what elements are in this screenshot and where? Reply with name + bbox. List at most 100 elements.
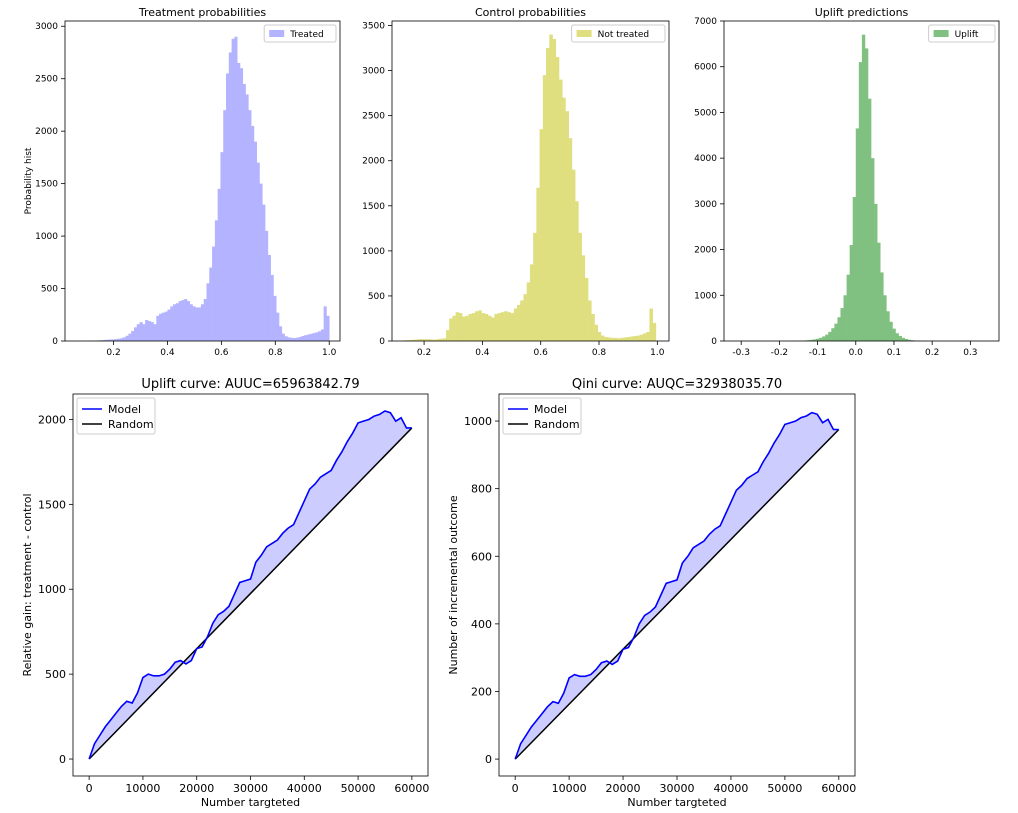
histogram-bar [591, 313, 595, 341]
histogram-bar [214, 220, 218, 341]
histogram-bar [825, 334, 829, 341]
histogram-bar [108, 339, 112, 341]
model-line [514, 411, 839, 760]
axes-frame [498, 393, 856, 777]
histogram-bar [458, 313, 463, 341]
x-tick-label: 0.8 [268, 348, 283, 358]
histogram-bar [234, 36, 238, 342]
y-tick-label: 4000 [694, 154, 717, 164]
histogram-bar [106, 339, 110, 341]
histogram-bar [192, 306, 196, 341]
histogram-bar [142, 324, 146, 341]
y-tick-label: 3500 [362, 22, 385, 32]
histogram-bar [318, 331, 322, 341]
random-line [88, 427, 413, 760]
y-tick-label: 3000 [694, 200, 717, 210]
x-tick-label: 20000 [606, 782, 641, 795]
x-tick-label: 60000 [821, 782, 856, 795]
histogram-bar [320, 329, 324, 341]
histogram-bars [794, 34, 933, 342]
x-tick-label: 40000 [287, 782, 322, 795]
histogram-bar [181, 300, 185, 341]
y-tick-label: 500 [45, 668, 66, 681]
histogram-bar [552, 39, 557, 341]
histogram-bar [103, 339, 107, 341]
x-tick-label: 0.2 [417, 348, 431, 358]
histogram-bar [517, 304, 521, 341]
histogram-bar [170, 306, 174, 341]
y-tick-label: 0 [711, 337, 717, 347]
histogram-bar [173, 304, 177, 341]
histogram-bar [228, 52, 232, 342]
legend-swatch [576, 30, 592, 37]
x-tick-label: 0.6 [534, 348, 549, 358]
histogram-bar [491, 317, 495, 341]
y-tick-label: 6000 [694, 63, 717, 73]
histogram-bars [86, 36, 330, 342]
x-tick-label: -0.1 [809, 348, 827, 358]
histogram-bar [620, 337, 624, 341]
y-tick-label: 1000 [694, 291, 717, 301]
histogram-bar [510, 313, 515, 341]
histogram-bar [156, 315, 160, 341]
histogram-bar [452, 315, 456, 341]
x-tick-label: 0.4 [475, 348, 490, 358]
histogram-bar [652, 322, 657, 341]
histogram-bar [312, 333, 316, 341]
histogram-bar [184, 299, 188, 341]
legend-box [571, 24, 666, 43]
histogram-bar [562, 97, 566, 341]
histogram-bar [139, 322, 143, 341]
histogram-bar [315, 332, 319, 341]
histogram-bar [855, 128, 860, 341]
histogram-bar [504, 311, 508, 341]
histogram-bar [607, 337, 611, 341]
histogram-bar [526, 282, 531, 341]
histogram-bar [242, 83, 246, 342]
histogram-bar [301, 335, 305, 341]
x-tick-label: 0.3 [963, 348, 977, 358]
legend-label: Treated [289, 30, 324, 40]
histogram-bar [497, 313, 502, 341]
histogram-bar [410, 339, 414, 341]
histogram-bar [416, 339, 421, 341]
histogram-bar [323, 306, 327, 341]
histogram-bar [597, 331, 602, 341]
x-axis-label: Number targteted [201, 796, 300, 809]
axes-frame [64, 20, 341, 342]
histogram-bar [209, 267, 213, 341]
x-axis-label: Number targteted [627, 796, 726, 809]
y-tick-label: 1500 [35, 180, 58, 190]
y-tick-label: 3000 [35, 22, 58, 32]
histogram-bar [901, 337, 905, 341]
y-tick-label: 3000 [362, 67, 385, 77]
histogram-bar [284, 336, 288, 341]
histogram-bar [642, 333, 647, 341]
model-line [88, 410, 412, 760]
histogram-bar [195, 307, 199, 341]
histogram-bar [436, 339, 440, 341]
gain-area [89, 410, 412, 760]
x-tick-label: 0 [512, 782, 519, 795]
histogram-bar [290, 337, 294, 341]
histogram-bar [206, 283, 210, 341]
x-tick-label: 0.2 [925, 348, 939, 358]
histogram-bar [251, 125, 255, 341]
y-tick-label: 800 [471, 483, 492, 496]
y-tick-label: 2000 [694, 246, 717, 256]
histogram-bar [267, 254, 271, 341]
y-axis-label: Probability hist [24, 147, 34, 214]
histogram-bar [819, 337, 823, 341]
histogram-bar [161, 312, 165, 341]
histogram-bar [898, 335, 902, 341]
y-tick-label: 2000 [35, 127, 58, 137]
random-line [514, 428, 840, 760]
x-tick-label: 10000 [552, 782, 587, 795]
legend-label: Model [108, 403, 141, 416]
histogram-bar [442, 338, 447, 341]
histogram-bar [568, 138, 573, 341]
histogram-bar [849, 245, 854, 341]
histogram-bar [484, 313, 489, 341]
histogram-bar [100, 340, 104, 341]
histogram-bar [212, 246, 216, 341]
